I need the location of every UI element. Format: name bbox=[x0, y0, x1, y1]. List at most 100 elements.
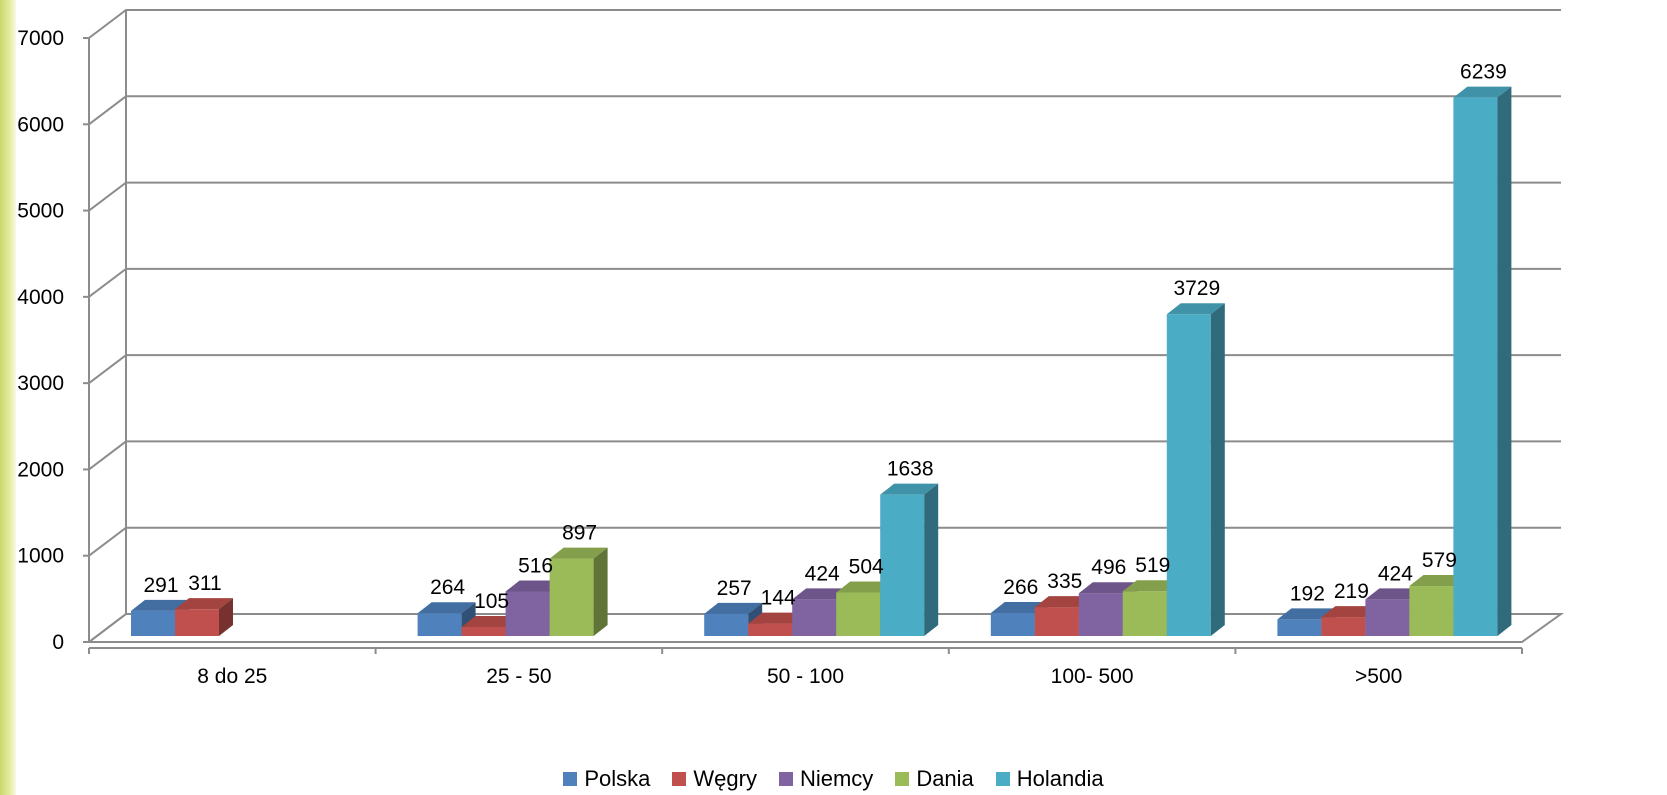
bar-top bbox=[1277, 608, 1336, 620]
bar-top bbox=[417, 602, 476, 614]
data-label: 1638 bbox=[887, 458, 934, 481]
bar-front bbox=[1321, 617, 1366, 636]
bar-top bbox=[1034, 596, 1093, 608]
bar-top bbox=[748, 612, 807, 624]
data-label: 144 bbox=[761, 587, 796, 610]
legend-item: Dania bbox=[895, 766, 974, 792]
x-tick-label: 25 - 50 bbox=[486, 665, 551, 688]
legend-swatch bbox=[563, 772, 578, 786]
data-label: 219 bbox=[1334, 580, 1369, 603]
bar-front bbox=[792, 599, 837, 636]
x-tick-label: 100- 500 bbox=[1051, 665, 1134, 688]
legend-label: Niemcy bbox=[799, 766, 874, 791]
bar-front bbox=[1034, 607, 1079, 636]
gridline bbox=[88, 95, 1561, 126]
legend-item: Polska bbox=[563, 766, 650, 792]
bar-side bbox=[219, 598, 233, 636]
y-tick-label: 5000 bbox=[17, 200, 64, 223]
bar-front bbox=[1122, 591, 1167, 636]
data-label: 519 bbox=[1135, 554, 1170, 577]
bar-front bbox=[1365, 599, 1410, 636]
data-labels: 291 311 264 105 516 897 257 144 424 504 1638 266 335… bbox=[143, 61, 1506, 613]
bar-front bbox=[549, 558, 594, 636]
bars bbox=[131, 86, 1512, 636]
data-label: 257 bbox=[717, 577, 752, 600]
data-label: 504 bbox=[849, 556, 884, 579]
bar-top bbox=[990, 602, 1049, 614]
data-label: 266 bbox=[1003, 576, 1038, 599]
bar-front bbox=[175, 609, 219, 636]
y-axis-ticks: 0 1000 2000 3000 4000 5000 6000 7000 bbox=[17, 27, 89, 654]
data-label: 516 bbox=[518, 554, 553, 577]
bar-top bbox=[704, 602, 763, 614]
gridline bbox=[88, 267, 1561, 298]
data-label: 496 bbox=[1091, 556, 1126, 579]
data-label: 897 bbox=[562, 522, 597, 545]
legend-label: Holandia bbox=[1016, 766, 1104, 791]
bar-front bbox=[417, 613, 462, 636]
x-tick-label: >500 bbox=[1355, 665, 1402, 688]
legend-item: Niemcy bbox=[778, 766, 874, 792]
bar-top bbox=[549, 547, 608, 559]
data-label: 311 bbox=[188, 572, 221, 595]
legend: Polska Węgry Niemcy Dania Holandia bbox=[0, 766, 1667, 792]
gridline bbox=[88, 181, 1561, 212]
bar-front bbox=[748, 623, 793, 636]
bar-front bbox=[505, 591, 550, 636]
bar-top bbox=[880, 483, 939, 495]
bar-top bbox=[131, 599, 189, 611]
bar-top bbox=[461, 615, 520, 627]
y-tick-label: 0 bbox=[52, 631, 64, 654]
bar-top bbox=[1166, 303, 1225, 315]
decorative-side-strip bbox=[0, 0, 16, 795]
bar-front bbox=[836, 592, 881, 636]
gridline bbox=[88, 526, 1561, 557]
bar-top bbox=[1078, 582, 1137, 594]
bar-front bbox=[1078, 593, 1123, 636]
x-tick-label: 8 do 25 bbox=[197, 665, 267, 688]
bar-top bbox=[1409, 575, 1468, 587]
data-label: 264 bbox=[430, 576, 465, 599]
y-tick-label: 6000 bbox=[17, 113, 64, 136]
y-tick-label: 1000 bbox=[17, 545, 64, 568]
bar-front bbox=[880, 494, 925, 636]
legend-label: Węgry bbox=[693, 766, 757, 791]
y-tick-label: 2000 bbox=[17, 458, 64, 481]
data-label: 192 bbox=[1290, 582, 1325, 605]
data-label: 424 bbox=[1378, 562, 1413, 585]
legend-swatch bbox=[895, 772, 910, 786]
bar-front bbox=[1409, 586, 1454, 636]
bar-top bbox=[1321, 606, 1380, 618]
bar-top bbox=[1453, 86, 1512, 98]
bar-side bbox=[593, 547, 608, 636]
bar-front bbox=[704, 613, 749, 636]
bar-Holandia bbox=[880, 483, 939, 636]
data-label: 3729 bbox=[1173, 277, 1220, 300]
legend-swatch bbox=[672, 772, 687, 786]
gridline bbox=[88, 354, 1561, 384]
data-label: 579 bbox=[1422, 549, 1457, 572]
axes bbox=[88, 10, 1522, 649]
bar-front bbox=[1453, 97, 1498, 636]
y-tick-label: 3000 bbox=[17, 372, 64, 395]
bar-top bbox=[836, 581, 895, 593]
bar-Holandia bbox=[1166, 303, 1225, 636]
bar-front bbox=[131, 610, 175, 636]
bar-side bbox=[1497, 86, 1512, 636]
bar-Dania bbox=[549, 547, 608, 636]
x-axis-categories: 8 do 25 25 - 50 50 - 100 100- 500 >500 bbox=[88, 648, 1523, 688]
bar-Holandia bbox=[1453, 86, 1512, 636]
gridline bbox=[88, 9, 1561, 39]
bar-side bbox=[924, 483, 939, 636]
legend-label: Polska bbox=[584, 766, 651, 791]
legend-label: Dania bbox=[916, 766, 974, 791]
bar-front bbox=[990, 613, 1035, 636]
bar-Węgry bbox=[175, 598, 233, 636]
y-tick-label: 7000 bbox=[17, 27, 64, 50]
x-tick-label: 50 - 100 bbox=[767, 665, 844, 688]
data-label: 335 bbox=[1047, 570, 1082, 593]
bar-Polska bbox=[704, 602, 763, 636]
bar-front bbox=[461, 626, 506, 636]
bar-top bbox=[1122, 580, 1181, 592]
